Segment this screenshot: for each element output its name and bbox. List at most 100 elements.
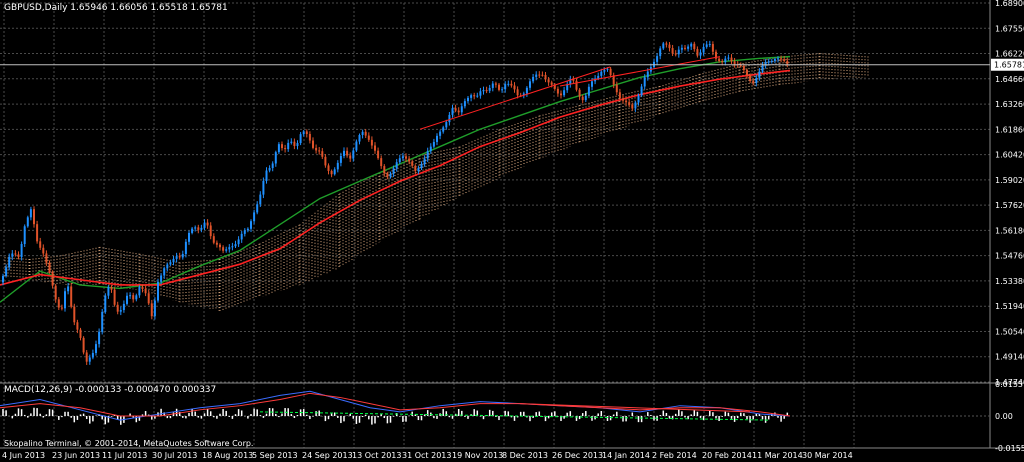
candle-body: [504, 84, 507, 90]
candle-body: [91, 352, 94, 358]
candle-body: [45, 253, 48, 263]
candle-body: [355, 141, 358, 151]
candle-body: [488, 87, 491, 91]
candle-body: [575, 80, 578, 90]
y-tick-label: 1.66220: [995, 50, 1024, 59]
candle-body: [587, 86, 590, 96]
price-candles: [2, 40, 789, 365]
candle-body: [271, 163, 274, 169]
candle-body: [113, 289, 116, 305]
candle-body: [684, 47, 686, 49]
candle-body: [51, 272, 54, 286]
candle-body: [324, 156, 327, 166]
candle-body: [14, 253, 17, 255]
candle-body: [773, 59, 776, 61]
y-tick-label: 1.61860: [995, 125, 1024, 134]
x-tick-label: 4 Jun 2013: [2, 451, 45, 460]
candle-body: [312, 140, 314, 148]
price-grid: [0, 0, 1024, 449]
candle-body: [603, 69, 606, 72]
candle-body: [212, 236, 215, 243]
candle-body: [119, 310, 122, 312]
candle-body: [634, 102, 637, 109]
candle-body: [315, 147, 318, 151]
candle-body: [522, 93, 525, 96]
y-tick-label: 1.68900: [995, 0, 1024, 8]
candle-body: [556, 88, 559, 94]
x-tick-label: 5 Sep 2013: [252, 451, 298, 460]
y-tick-label: 1.63260: [995, 100, 1024, 109]
candle-body: [690, 43, 693, 47]
candle-body: [98, 331, 101, 345]
candle-body: [591, 81, 593, 87]
macd-tick-label: 0.01551: [995, 380, 1024, 389]
candle-body: [327, 165, 330, 171]
candle-body: [290, 141, 293, 143]
candle-body: [67, 286, 70, 292]
candle-body: [147, 293, 150, 304]
candle-body: [343, 150, 345, 156]
candle-body: [718, 58, 721, 61]
candle-body: [144, 288, 147, 294]
candle-body: [417, 168, 420, 172]
y-tick-label: 1.51940: [995, 302, 1024, 311]
ma-red-line: [0, 69, 791, 286]
candle-body: [761, 65, 764, 72]
candle-body: [358, 134, 361, 142]
candle-body: [687, 46, 690, 49]
candle-body: [256, 204, 259, 213]
candle-body: [206, 222, 209, 226]
candle-body: [29, 209, 32, 218]
candle-body: [600, 71, 603, 76]
candle-body: [429, 146, 432, 152]
candle-body: [426, 151, 429, 159]
candle-body: [538, 74, 541, 76]
candle-body: [370, 139, 373, 146]
x-tick-label: 26 Dec 2013: [552, 451, 603, 460]
candle-body: [188, 232, 190, 242]
candle-body: [529, 81, 531, 88]
candle-body: [330, 170, 333, 175]
candle-body: [631, 104, 634, 109]
y-tick-label: 1.54760: [995, 252, 1024, 261]
candle-body: [64, 291, 66, 309]
candle-body: [398, 158, 401, 163]
candle-body: [451, 108, 454, 115]
candle-body: [609, 68, 612, 76]
y-tick-label: 1.56180: [995, 226, 1024, 235]
candle-body: [380, 158, 383, 167]
candle-body: [364, 131, 367, 136]
candle-body: [507, 83, 510, 85]
candle-body: [739, 65, 742, 67]
candle-body: [76, 322, 79, 330]
candle-body: [150, 303, 153, 317]
candle-body: [181, 253, 184, 258]
candle-body: [572, 79, 575, 81]
candle-body: [597, 75, 600, 79]
candle-body: [764, 62, 767, 66]
candle-body: [730, 57, 733, 62]
y-tick-label: 1.53380: [995, 277, 1024, 286]
candle-body: [643, 77, 646, 87]
candle-body: [560, 93, 562, 96]
candle-body: [640, 86, 643, 96]
candle-body: [401, 156, 404, 159]
x-tick-label: 23 Jun 2013: [52, 451, 100, 460]
candle-body: [786, 61, 789, 65]
candle-body: [501, 89, 504, 91]
candle-body: [615, 84, 618, 93]
candle-body: [349, 155, 352, 159]
candle-body: [287, 142, 290, 150]
macd-trend-red: [519, 403, 751, 413]
candle-body: [184, 241, 187, 254]
candle-body: [54, 285, 57, 300]
candle-body: [668, 44, 671, 49]
candle-body: [705, 44, 708, 47]
candle-body: [733, 61, 736, 65]
candle-body: [498, 84, 500, 90]
candle-body: [318, 150, 321, 152]
candle-body: [432, 141, 435, 147]
candle-body: [777, 58, 779, 60]
candle-body: [566, 84, 569, 91]
